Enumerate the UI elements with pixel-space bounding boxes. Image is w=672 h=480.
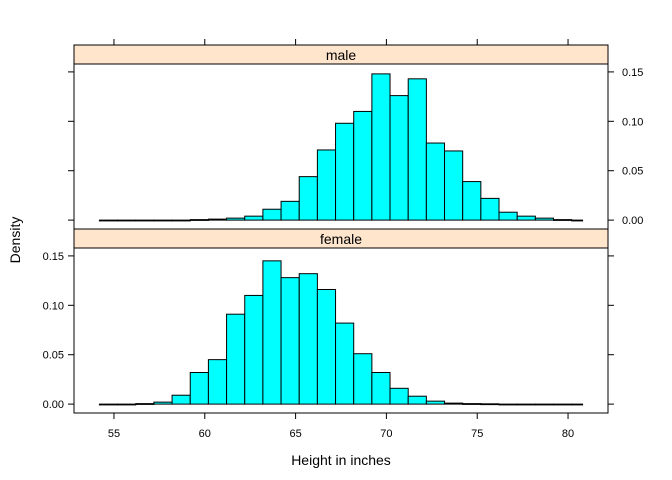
bar-male	[244, 215, 264, 221]
bar-male	[316, 149, 337, 221]
y-tick-label: 0.00	[43, 399, 64, 411]
bar-male	[207, 218, 228, 221]
bar-female	[571, 403, 584, 406]
x-tick-label: 80	[562, 428, 574, 440]
bar-female	[335, 322, 355, 405]
bar-female	[516, 403, 536, 406]
panel-frame-female	[73, 228, 609, 414]
bar-male	[335, 122, 355, 221]
bar-female	[407, 395, 427, 405]
x-axis-title: Height in inches	[291, 452, 391, 468]
bar-female	[553, 403, 573, 406]
x-tick-label: 55	[108, 428, 120, 440]
bar-female	[262, 260, 282, 405]
bar-male	[171, 219, 191, 222]
bar-male	[407, 78, 427, 221]
y-tick-label: 0.05	[43, 350, 64, 362]
bar-female	[171, 394, 191, 405]
bar-male	[135, 219, 155, 222]
bar-male	[226, 217, 246, 221]
bar-female	[135, 403, 155, 405]
x-tick-label: 75	[471, 428, 483, 440]
bar-female	[316, 288, 337, 405]
bar-male	[117, 219, 137, 222]
y-tick-label: 0.10	[43, 300, 64, 312]
bar-male	[280, 200, 300, 221]
bar-male	[444, 150, 464, 221]
bar-female	[153, 401, 173, 405]
bar-male	[534, 217, 555, 221]
bar-female	[498, 403, 518, 406]
y-tick-label: 0.05	[622, 166, 643, 178]
y-tick-label: 0.00	[622, 215, 643, 227]
bar-male	[553, 219, 573, 221]
bar-female	[98, 403, 119, 406]
bar-female	[298, 273, 318, 405]
bar-female	[480, 403, 500, 406]
bar-female	[444, 402, 464, 405]
y-tick-label: 0.15	[43, 251, 64, 263]
y-axis-title: Density	[7, 217, 23, 264]
x-tick-label: 60	[199, 428, 211, 440]
bar-female	[244, 294, 264, 405]
bar-male	[389, 95, 409, 221]
bar-female	[280, 277, 300, 405]
bar-male	[262, 208, 282, 221]
x-tick-label: 70	[380, 428, 392, 440]
strip-label-female: female	[320, 231, 362, 247]
y-tick-label: 0.10	[622, 116, 643, 128]
strip-label-male: male	[326, 47, 357, 63]
bar-male	[571, 219, 584, 222]
bar-female	[117, 403, 137, 406]
bar-female	[389, 387, 409, 405]
bar-male	[498, 211, 518, 221]
bar-female	[371, 371, 391, 405]
bar-male	[98, 219, 119, 222]
bar-female	[462, 403, 482, 405]
bar-male	[462, 181, 482, 221]
bar-male	[480, 197, 500, 221]
x-tick-label: 65	[289, 428, 301, 440]
bar-female	[534, 403, 555, 406]
bar-male	[516, 215, 536, 221]
bar-female	[353, 353, 373, 405]
bar-female	[425, 400, 446, 405]
bar-male	[189, 219, 209, 221]
bar-female	[189, 371, 209, 405]
y-tick-label: 0.15	[622, 67, 643, 79]
bar-male	[353, 110, 373, 221]
bar-female	[207, 359, 228, 405]
bar-male	[425, 142, 446, 221]
bar-male	[371, 73, 391, 221]
bar-male	[298, 176, 318, 221]
bar-female	[226, 313, 246, 405]
bar-male	[153, 219, 173, 222]
